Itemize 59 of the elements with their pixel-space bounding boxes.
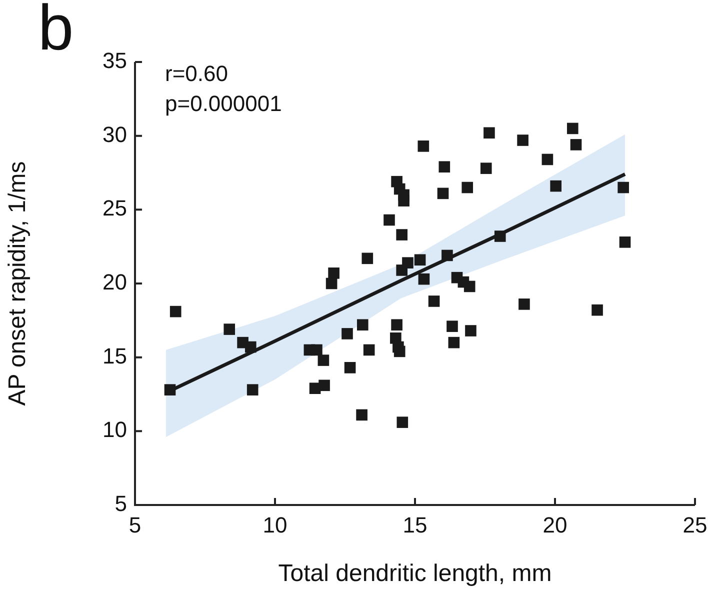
x-tick-label: 20 bbox=[542, 512, 568, 538]
point bbox=[418, 140, 430, 152]
y-tick-label: 5 bbox=[114, 491, 127, 516]
point bbox=[326, 278, 338, 290]
point bbox=[318, 380, 330, 392]
point bbox=[396, 229, 408, 240]
point bbox=[398, 195, 410, 206]
point bbox=[438, 161, 450, 172]
point bbox=[344, 362, 356, 374]
annotation: p=0.000001 bbox=[165, 91, 282, 116]
point bbox=[418, 273, 430, 285]
y-tick-label: 20 bbox=[102, 270, 127, 295]
point bbox=[224, 324, 236, 335]
point bbox=[394, 346, 406, 358]
point bbox=[480, 162, 492, 174]
point bbox=[550, 180, 562, 192]
x-tick-label: 25 bbox=[682, 512, 708, 538]
point bbox=[328, 268, 340, 279]
point bbox=[518, 298, 530, 310]
point bbox=[566, 122, 578, 134]
point bbox=[484, 127, 495, 139]
point bbox=[448, 336, 460, 348]
point bbox=[542, 154, 554, 166]
point bbox=[464, 280, 476, 292]
annotation: r=0.60 bbox=[165, 61, 228, 86]
point bbox=[428, 296, 440, 307]
x-tick-label: 10 bbox=[262, 512, 288, 538]
point bbox=[618, 182, 629, 194]
point bbox=[465, 325, 476, 336]
point bbox=[391, 319, 402, 331]
point bbox=[362, 252, 374, 264]
point bbox=[318, 354, 330, 366]
point bbox=[356, 319, 368, 331]
point bbox=[246, 384, 258, 396]
point bbox=[384, 214, 395, 226]
point bbox=[396, 416, 408, 428]
point bbox=[462, 182, 474, 194]
point bbox=[363, 344, 375, 356]
point bbox=[356, 409, 368, 421]
y-tick-label: 35 bbox=[102, 48, 127, 74]
point bbox=[414, 254, 426, 266]
point bbox=[170, 306, 182, 318]
y-tick-label: 15 bbox=[102, 343, 127, 368]
point bbox=[437, 188, 449, 200]
x-axis-title: Total dendritic length, mm bbox=[278, 560, 552, 588]
y-tick-label: 30 bbox=[102, 122, 127, 147]
point bbox=[570, 139, 582, 150]
point bbox=[517, 134, 528, 146]
point bbox=[592, 304, 603, 316]
y-axis-title: AP onset rapidity, 1/ms bbox=[4, 161, 32, 406]
x-tick-label: 15 bbox=[402, 512, 428, 538]
point bbox=[311, 344, 322, 356]
chart-title: b bbox=[38, 0, 74, 64]
point bbox=[446, 320, 458, 332]
point bbox=[619, 236, 631, 248]
y-tick-label: 10 bbox=[102, 417, 127, 442]
point bbox=[342, 328, 353, 340]
point bbox=[402, 257, 414, 268]
y-tick-label: 25 bbox=[102, 196, 127, 221]
